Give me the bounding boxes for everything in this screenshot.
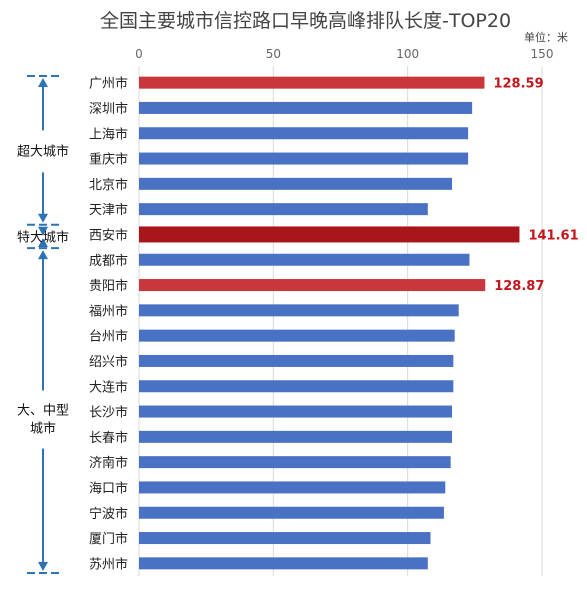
bar-福州市 (139, 304, 459, 317)
group-label: 超大城市 (17, 143, 69, 159)
x-axis-ticks: 0 50 100 150 (135, 47, 553, 61)
bars (139, 76, 520, 570)
bar-上海市 (139, 127, 469, 140)
category-label: 苏州市 (89, 556, 128, 572)
arrow-head (38, 226, 48, 236)
unit-label: 单位：米 (524, 30, 568, 44)
bar-绍兴市 (139, 354, 454, 367)
category-label: 绍兴市 (89, 354, 128, 370)
category-label: 天津市 (89, 202, 128, 218)
bar-厦门市 (139, 532, 431, 545)
bar-西安市 (139, 226, 520, 243)
x-tick-label: 0 (135, 47, 143, 61)
bar-贵阳市 (139, 279, 486, 292)
arrow-head (38, 562, 48, 571)
category-label: 台州市 (89, 329, 128, 345)
bar-北京市 (139, 177, 452, 190)
bar-宁波市 (139, 506, 444, 519)
bar-长春市 (139, 430, 452, 443)
value-label: 141.61 (528, 228, 578, 243)
value-label: 128.59 (493, 77, 543, 92)
bar-济南市 (139, 456, 451, 469)
bar-广州市 (139, 76, 485, 89)
bar-大连市 (139, 380, 454, 393)
category-label: 厦门市 (89, 531, 128, 547)
bar-苏州市 (139, 557, 428, 570)
category-label: 北京市 (89, 177, 128, 193)
category-label: 上海市 (89, 126, 128, 142)
grid-lines (138, 66, 543, 576)
category-label: 贵阳市 (89, 278, 128, 294)
arrow-head (38, 238, 48, 248)
arrow-head (38, 250, 48, 260)
category-label: 成都市 (89, 253, 128, 269)
group-label: 大、中型 (17, 404, 69, 419)
category-label: 海口市 (89, 480, 128, 496)
category-label: 福州市 (89, 303, 128, 319)
bar-长沙市 (139, 405, 452, 418)
arrow-head (38, 213, 48, 223)
arrow-head (38, 78, 48, 87)
group-label: 特大城市 (17, 229, 69, 245)
value-label: 128.87 (494, 279, 544, 294)
bar-海口市 (139, 481, 446, 494)
x-tick-label: 100 (396, 47, 419, 61)
category-label: 西安市 (89, 227, 128, 243)
category-label: 济南市 (89, 455, 128, 471)
bar-深圳市 (139, 101, 473, 114)
category-label: 广州市 (89, 76, 128, 92)
category-label: 长沙市 (89, 405, 128, 421)
x-tick-label: 150 (531, 47, 554, 61)
bar-成都市 (139, 253, 470, 266)
category-labels: 广州市深圳市上海市重庆市北京市天津市西安市成都市贵阳市福州市台州市绍兴市大连市长… (89, 76, 128, 573)
category-label: 重庆市 (89, 152, 128, 168)
value-labels: 128.59 141.61 128.87 (493, 77, 578, 294)
x-tick-label: 50 (266, 47, 281, 61)
group-label: 城市 (30, 421, 56, 437)
bar-台州市 (139, 329, 455, 342)
category-label: 宁波市 (89, 506, 128, 522)
bar-天津市 (139, 203, 428, 216)
category-label: 大连市 (89, 379, 128, 395)
chart-title: 全国主要城市信控路口早晚高峰排队长度-TOP20 (100, 10, 511, 32)
category-label: 长春市 (89, 430, 128, 446)
category-label: 深圳市 (89, 101, 128, 117)
bar-重庆市 (139, 152, 469, 165)
